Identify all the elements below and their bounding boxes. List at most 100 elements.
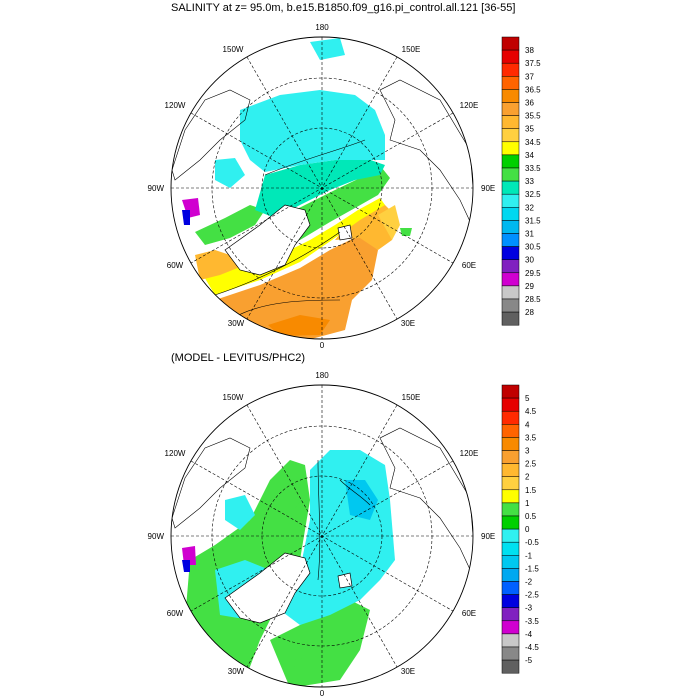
colorbar-swatch [501, 646, 520, 661]
colorbar-swatch [501, 154, 520, 169]
colorbar-tick-label: 0.5 [525, 512, 537, 521]
colorbar-swatch [501, 397, 520, 412]
colorbar-tick-label: 2 [525, 473, 530, 482]
colorbar-swatch [501, 207, 520, 221]
barents-east-region [378, 205, 400, 240]
atlantic-high-salinity-region [205, 235, 378, 339]
lon-label-120w: 120W [165, 101, 186, 110]
colorbar-swatch [501, 515, 520, 530]
colorbar-tick-label: -5 [525, 656, 533, 665]
colorbar-swatch [501, 384, 520, 399]
colorbar-swatch [501, 259, 520, 274]
colorbar-tick-label: 3 [525, 447, 530, 456]
colorbar-tick-label: 32 [525, 203, 534, 212]
greenland-coast-green [195, 205, 265, 245]
colorbar-tick-label: 34.5 [525, 138, 541, 147]
lon-label-120e: 120E [460, 449, 479, 458]
salinity-colorbar: 38 37.5 37 36.5 36 35.5 35 34.5 34 33.5 33 32.5 32 31… [501, 36, 541, 326]
north-america-coast [171, 437, 251, 529]
lon-label-180: 180 [315, 371, 329, 380]
colorbar-tick-label: 37.5 [525, 59, 541, 68]
lon-label-60e: 60E [462, 261, 476, 270]
lon-label-120w: 120W [165, 449, 186, 458]
colorbar-swatch [501, 102, 520, 116]
hudson-inlet [182, 210, 190, 225]
colorbar-tick-label: -2 [525, 578, 533, 587]
colorbar-tick-label: 28.5 [525, 295, 541, 304]
lon-label-0: 0 [320, 341, 325, 350]
lon-label-30w: 30W [228, 667, 245, 676]
colorbar-swatch [501, 555, 520, 569]
colorbar-swatch [501, 594, 520, 608]
colorbar-swatch [501, 49, 520, 64]
colorbar-swatch [501, 115, 520, 129]
lon-label-90w: 90W [148, 532, 165, 541]
colorbar-swatch [501, 233, 520, 247]
colorbar-tick-label: 5 [525, 394, 530, 403]
colorbar-swatch [501, 437, 520, 451]
colorbar-swatch [501, 298, 520, 313]
lon-label-60w: 60W [167, 261, 184, 270]
lon-label-120e: 120E [460, 101, 479, 110]
colorbar-tick-label: 2.5 [525, 460, 537, 469]
map-title-salinity: SALINITY at z= 95.0m, b.e15.B1850.f09_g1… [171, 2, 516, 14]
siberian-negative [345, 480, 378, 520]
colorbar-tick-label: 28 [525, 308, 534, 317]
colorbar-tick-label: 33 [525, 177, 534, 186]
colorbar-tick-label: 30.5 [525, 243, 541, 252]
colorbar-swatch [501, 581, 520, 595]
contour-line [317, 459, 321, 581]
lon-label-90w: 90W [148, 184, 165, 193]
colorbar-tick-label: -1 [525, 551, 533, 560]
colorbar-tick-label: 36 [525, 99, 534, 108]
colorbar-tick-label: 34 [525, 151, 534, 160]
salinity-difference-polar-map [170, 384, 474, 688]
colorbar-tick-label: 3.5 [525, 433, 537, 442]
atlantic-peak-salinity-region [268, 315, 330, 336]
colorbar-tick-label: 4 [525, 420, 530, 429]
colorbar-swatch [501, 180, 520, 195]
colorbar-swatch [501, 36, 520, 51]
canada-basin-low-salinity [240, 90, 385, 172]
colorbar-swatch [501, 502, 520, 517]
colorbar-tick-label: 0 [525, 525, 530, 534]
colorbar-tick-label: 29.5 [525, 269, 541, 278]
east-siberian-shelf [310, 38, 345, 60]
colorbar-tick-label: 30 [525, 256, 534, 265]
colorbar-tick-label: 4.5 [525, 407, 537, 416]
colorbar-swatch [501, 193, 520, 208]
colorbar-swatch [501, 410, 520, 425]
lon-label-60w: 60W [167, 609, 184, 618]
map-title-difference: (MODEL - LEVITUS/PHC2) [171, 352, 306, 364]
colorbar-tick-label: 35.5 [525, 112, 541, 121]
contour-line [229, 299, 341, 321]
colorbar-tick-label: 1 [525, 499, 530, 508]
colorbar-tick-label: -0.5 [525, 538, 539, 547]
lon-label-0: 0 [320, 689, 325, 698]
colorbar-swatch [501, 167, 520, 182]
lon-label-60e: 60E [462, 609, 476, 618]
greenland-landmass [224, 204, 311, 276]
contour-line [214, 231, 341, 296]
small-green-blob [292, 658, 305, 668]
svalbard-island [337, 224, 353, 241]
hudson-negative [182, 560, 190, 572]
colorbar-tick-label: 31.5 [525, 216, 541, 225]
colorbar-swatch [501, 424, 520, 438]
colorbar-swatch [501, 272, 520, 287]
colorbar-swatch [501, 246, 520, 260]
colorbar-swatch [501, 489, 520, 504]
colorbar-swatch [501, 528, 520, 543]
lon-label-30e: 30E [401, 667, 415, 676]
colorbar-tick-label: -2.5 [525, 591, 539, 600]
colorbar-tick-label: 32.5 [525, 190, 541, 199]
colorbar-swatch [501, 568, 520, 582]
archipelago-negative [225, 495, 255, 530]
colorbar-swatch [501, 450, 520, 464]
colorbar-swatch [501, 76, 520, 90]
lon-label-30e: 30E [401, 319, 415, 328]
colorbar-tick-label: -4 [525, 630, 533, 639]
colorbar-tick-label: -4.5 [525, 643, 539, 652]
contour-line [264, 139, 366, 176]
colorbar-tick-label: 31 [525, 230, 534, 239]
